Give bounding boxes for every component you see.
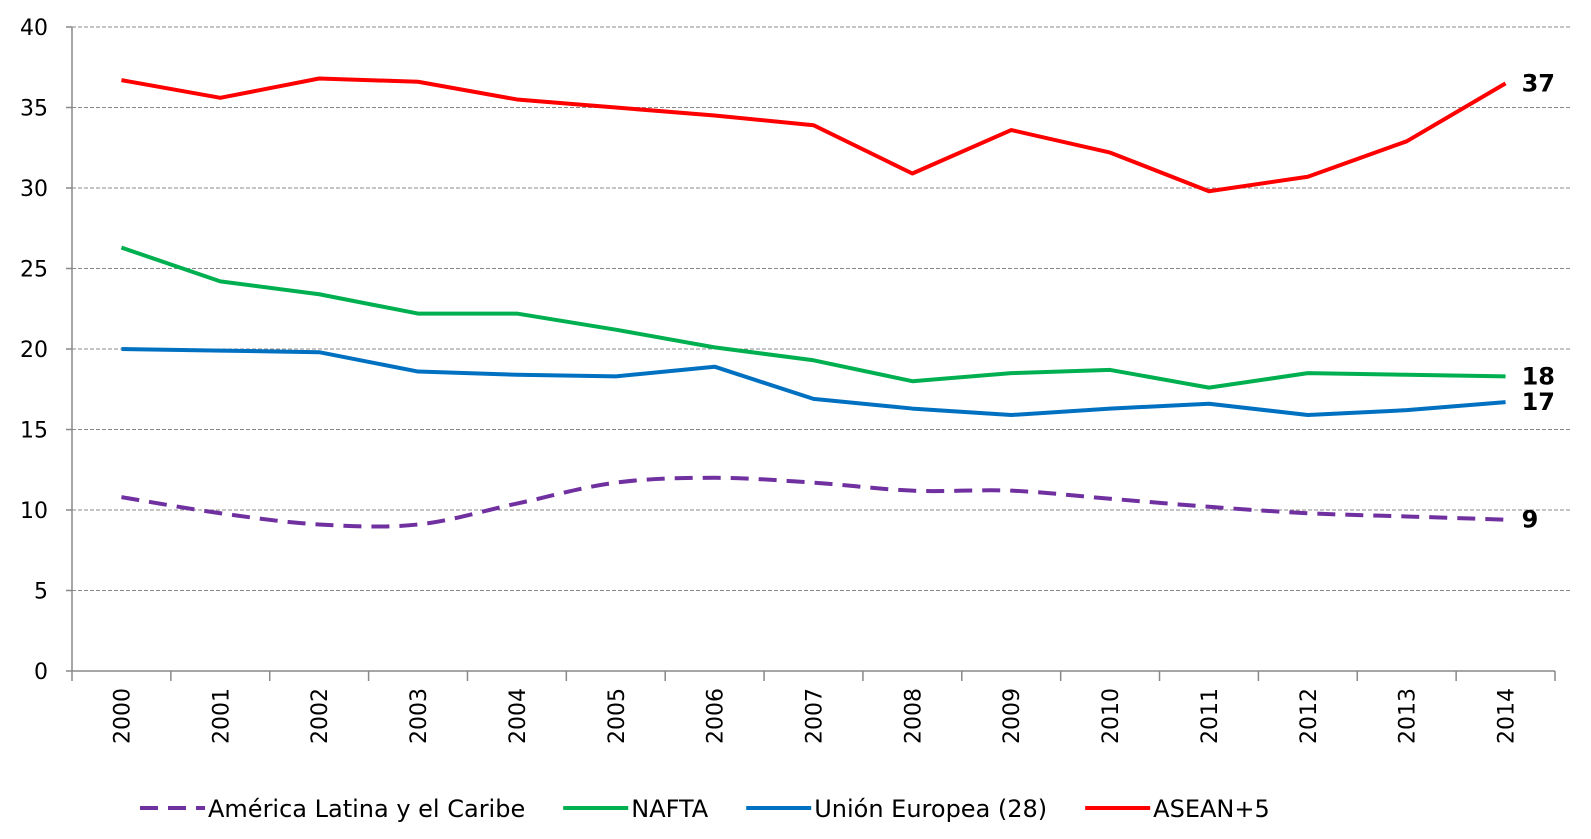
- y-tick-label: 15: [20, 419, 48, 444]
- x-tick-label: 2008: [901, 688, 926, 744]
- x-tick-label: 2004: [506, 688, 531, 744]
- y-tick-label: 20: [20, 338, 48, 363]
- x-tick-label: 2007: [803, 688, 828, 744]
- legend-label: América Latina y el Caribe: [208, 795, 525, 823]
- legend-label: NAFTA: [631, 795, 709, 823]
- legend-label: Unión Europea (28): [814, 795, 1047, 823]
- data-label: 37: [1522, 69, 1555, 97]
- data-label: 18: [1522, 362, 1555, 390]
- y-tick-label: 25: [20, 258, 48, 283]
- y-tick-label: 40: [20, 16, 48, 41]
- y-tick-label: 0: [34, 660, 48, 685]
- series-line: [121, 475, 1506, 529]
- data-label: 9: [1522, 506, 1539, 534]
- y-tick-label: 10: [20, 499, 48, 524]
- legend-label: ASEAN+5: [1153, 795, 1270, 823]
- series-line: [120, 245, 1506, 390]
- x-tick-label: 2000: [110, 688, 135, 744]
- x-tick-label: 2010: [1099, 688, 1124, 744]
- x-tick-label: 2006: [704, 688, 729, 744]
- x-tick-label: 2002: [308, 688, 333, 744]
- y-tick-label: 35: [20, 97, 48, 122]
- x-tick-label: 2011: [1198, 688, 1223, 744]
- x-tick-label: 2014: [1495, 688, 1520, 744]
- series-line: [121, 76, 1507, 194]
- x-tick-label: 2012: [1297, 688, 1322, 744]
- x-tick-label: 2005: [605, 688, 630, 744]
- x-tick-label: 2003: [407, 688, 432, 744]
- x-tick-label: 2001: [209, 688, 234, 744]
- series-line: [121, 347, 1506, 418]
- y-tick-label: 5: [34, 580, 48, 605]
- data-label: 17: [1522, 388, 1555, 416]
- x-tick-label: 2013: [1396, 688, 1421, 744]
- y-tick-label: 30: [20, 177, 48, 202]
- x-tick-label: 2009: [1000, 688, 1025, 744]
